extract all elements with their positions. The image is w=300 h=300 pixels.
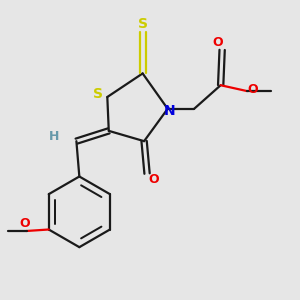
- Text: S: S: [93, 87, 103, 101]
- Text: O: O: [212, 36, 223, 49]
- Text: S: S: [138, 17, 148, 31]
- Text: O: O: [20, 217, 31, 230]
- Text: O: O: [247, 83, 258, 96]
- Text: O: O: [148, 173, 159, 186]
- Text: H: H: [49, 130, 59, 143]
- Text: N: N: [163, 104, 175, 118]
